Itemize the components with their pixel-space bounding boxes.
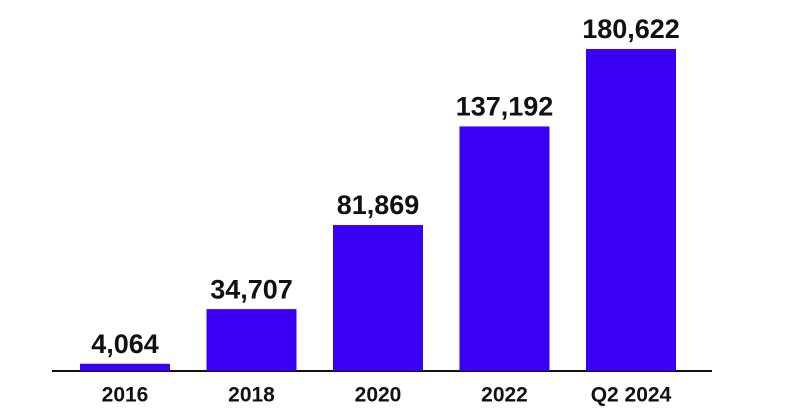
- bar: [206, 309, 297, 371]
- value-label: 4,064: [91, 329, 159, 359]
- x-tick-label: 2018: [228, 384, 275, 407]
- value-label: 180,622: [582, 14, 680, 44]
- bar: [333, 225, 423, 371]
- x-tick-label: 2016: [102, 384, 149, 407]
- value-label: 81,869: [337, 190, 420, 220]
- value-label: 137,192: [456, 92, 554, 122]
- bar: [459, 126, 550, 371]
- bar: [80, 363, 170, 371]
- x-tick-label: 2020: [355, 384, 402, 407]
- bar: [586, 49, 676, 371]
- value-label: 34,707: [210, 274, 293, 304]
- x-tick-label: Q2 2024: [591, 384, 672, 407]
- x-tick-label: 2022: [481, 384, 528, 407]
